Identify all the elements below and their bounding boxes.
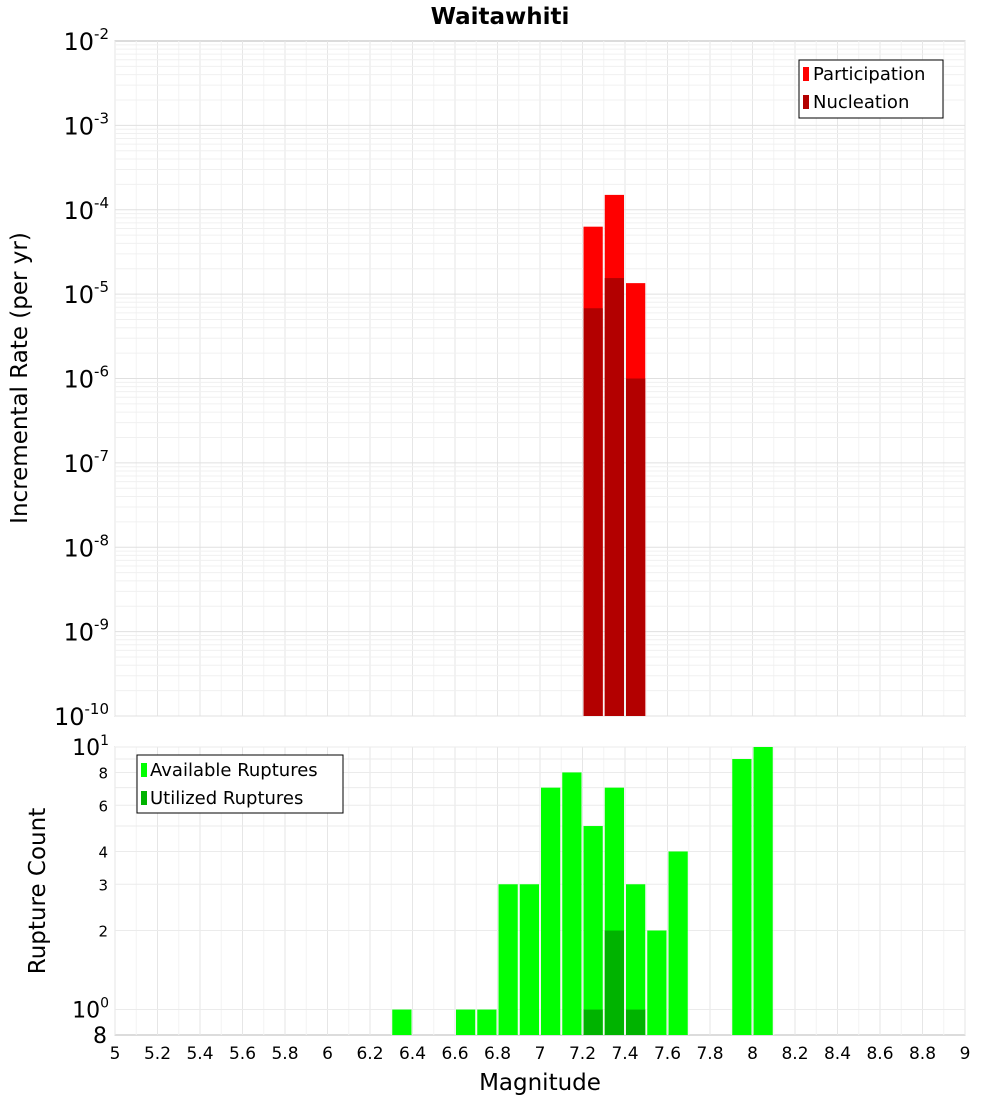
bar-available-ruptures xyxy=(498,884,518,1035)
x-tick-label: 5 xyxy=(110,1044,121,1064)
bar-available-ruptures xyxy=(456,1009,476,1035)
bar-utilized-ruptures xyxy=(626,1009,646,1035)
x-tick-label: 7 xyxy=(535,1044,546,1064)
y-tick-label: 6 xyxy=(98,797,108,815)
bar-available-ruptures xyxy=(477,1009,497,1035)
y-tick-label: 10-10 xyxy=(54,700,109,731)
bar-available-ruptures xyxy=(541,787,561,1035)
y-tick-label: 10-5 xyxy=(63,278,109,309)
x-tick-label: 8.2 xyxy=(781,1044,808,1064)
x-tick-label: 8 xyxy=(747,1044,758,1064)
bar-nucleation xyxy=(604,278,624,716)
bottom-legend-box xyxy=(136,754,344,814)
bar-available-ruptures xyxy=(732,759,752,1035)
legend-swatch-utilized xyxy=(141,791,147,805)
bar-available-ruptures xyxy=(753,747,773,1035)
bar-nucleation xyxy=(583,308,603,716)
y-tick-label: 2 xyxy=(98,923,108,941)
x-tick-label: 8.4 xyxy=(824,1044,851,1064)
bar-available-ruptures xyxy=(647,930,667,1035)
bar-nucleation xyxy=(626,378,646,716)
x-tick-label: 8.8 xyxy=(909,1044,936,1064)
y-tick-label: 8 xyxy=(93,1024,107,1049)
legend-label-participation: Participation xyxy=(813,64,925,85)
legend-swatch-nucleation xyxy=(803,95,809,109)
x-tick-label: 8.6 xyxy=(866,1044,893,1064)
bar-available-ruptures xyxy=(583,826,603,1035)
y-tick-label: 101 xyxy=(72,733,109,761)
x-tick-label: 5.6 xyxy=(229,1044,256,1064)
y-tick-label: 8 xyxy=(98,764,108,782)
y-tick-label: 10-4 xyxy=(63,194,109,225)
bottom-y-axis-label: Rupture Count xyxy=(25,808,51,974)
bar-available-ruptures xyxy=(626,884,646,1035)
x-tick-label: 6 xyxy=(322,1044,333,1064)
top-legend: Participation Nucleation xyxy=(798,59,944,119)
x-tick-label: 5.2 xyxy=(144,1044,171,1064)
legend-swatch-participation xyxy=(803,67,809,81)
bar-utilized-ruptures xyxy=(583,1009,603,1035)
legend-label-nucleation: Nucleation xyxy=(813,92,909,113)
x-tick-label: 7.8 xyxy=(696,1044,723,1064)
x-tick-label: 5.8 xyxy=(271,1044,298,1064)
y-tick-label: 10-8 xyxy=(63,531,109,562)
y-tick-label: 10-6 xyxy=(63,363,109,394)
chart-title: Waitawhiti xyxy=(431,4,570,30)
bar-utilized-ruptures xyxy=(604,930,624,1035)
y-tick-label: 3 xyxy=(98,876,108,894)
x-tick-label: 9 xyxy=(960,1044,971,1064)
bar-available-ruptures xyxy=(562,772,582,1035)
legend-swatch-available xyxy=(141,763,147,777)
y-tick-label: 10-9 xyxy=(63,616,109,647)
top-y-ticks: 10-2 10-3 10-4 10-5 10-6 10-7 10-8 10-9 10-10 xyxy=(54,25,109,731)
x-tick-label: 7.4 xyxy=(611,1044,638,1064)
top-y-axis-label: Incremental Rate (per yr) xyxy=(7,232,33,524)
bar-available-ruptures xyxy=(668,851,688,1035)
y-tick-label: 100 xyxy=(72,996,109,1024)
bar-available-ruptures xyxy=(392,1009,412,1035)
y-tick-label: 4 xyxy=(98,843,108,861)
top-legend-box xyxy=(798,59,944,119)
legend-label-utilized: Utilized Ruptures xyxy=(150,788,303,809)
bottom-legend: Available Ruptures Utilized Ruptures xyxy=(136,754,344,814)
bottom-bars xyxy=(392,747,773,1035)
top-panel: 10-2 10-3 10-4 10-5 10-6 10-7 10-8 10-9 10-10 In… xyxy=(7,25,966,731)
top-grid xyxy=(114,41,966,717)
y-tick-label: 10-2 xyxy=(63,25,109,56)
y-tick-label: 10-7 xyxy=(63,447,109,478)
y-tick-label: 10-3 xyxy=(63,109,109,140)
x-tick-label: 7.6 xyxy=(654,1044,681,1064)
x-tick-label: 6.8 xyxy=(484,1044,511,1064)
x-tick-label: 7.2 xyxy=(569,1044,596,1064)
x-tick-label: 6.4 xyxy=(399,1044,426,1064)
x-tick-label: 6.6 xyxy=(441,1044,468,1064)
x-tick-label: 5.4 xyxy=(186,1044,213,1064)
x-tick-label: 6.2 xyxy=(356,1044,383,1064)
bar-available-ruptures xyxy=(519,884,539,1035)
legend-label-available: Available Ruptures xyxy=(150,760,318,781)
top-bars xyxy=(583,194,646,716)
x-ticks: 5 5.2 5.4 5.6 5.8 6 6.2 6.4 6.6 6.8 7 7.2 7.4 7.6 7.8 8… xyxy=(110,1044,971,1064)
x-axis-label: Magnitude xyxy=(479,1070,601,1096)
